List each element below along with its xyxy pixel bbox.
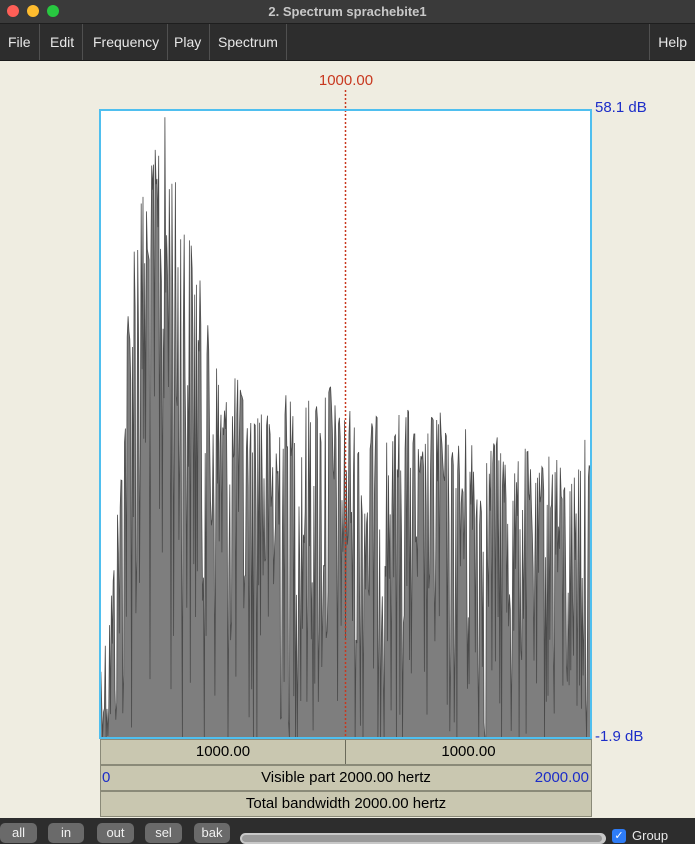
- zoom-all-button[interactable]: all: [0, 823, 37, 843]
- zoom-in-button[interactable]: in: [48, 823, 84, 843]
- group-checkbox[interactable]: ✓: [612, 829, 626, 843]
- total-bandwidth-label: Total bandwidth 2000.00 hertz: [245, 795, 447, 812]
- menu-edit[interactable]: Edit: [42, 24, 84, 60]
- cursor-intervals-bar: 1000.00 1000.00: [100, 739, 592, 765]
- visible-start: 0: [102, 769, 111, 786]
- window-title: 2. Spectrum sprachebite1: [268, 4, 427, 19]
- right-interval[interactable]: 1000.00: [441, 743, 496, 760]
- zoom-out-button[interactable]: out: [97, 823, 134, 843]
- cursor-frequency-label: 1000.00: [318, 72, 374, 89]
- db-max-label: 58.1 dB: [595, 99, 647, 116]
- menu-play[interactable]: Play: [166, 24, 211, 60]
- title-bar: 2. Spectrum sprachebite1: [0, 0, 695, 24]
- menu-spectrum[interactable]: Spectrum: [210, 24, 287, 60]
- menu-bar: File Edit Frequency Play Spectrum Help: [0, 24, 695, 61]
- zoom-selection-button[interactable]: sel: [145, 823, 182, 843]
- minimize-window-button[interactable]: [27, 5, 39, 17]
- menu-help[interactable]: Help: [649, 24, 695, 60]
- close-window-button[interactable]: [7, 5, 19, 17]
- menu-frequency[interactable]: Frequency: [85, 24, 169, 60]
- menu-file[interactable]: File: [0, 24, 40, 60]
- plot-frame: [99, 109, 592, 739]
- db-min-label: -1.9 dB: [595, 728, 644, 745]
- scrollbar-thumb[interactable]: [242, 835, 602, 842]
- spectrum-plot[interactable]: [0, 0, 695, 740]
- left-interval[interactable]: 1000.00: [101, 740, 346, 764]
- visible-part-bar[interactable]: 0 Visible part 2000.00 hertz 2000.00: [100, 765, 592, 791]
- horizontal-scrollbar[interactable]: [240, 833, 606, 844]
- group-label: Group: [632, 828, 669, 843]
- zoom-back-button[interactable]: bak: [194, 823, 230, 843]
- maximize-window-button[interactable]: [47, 5, 59, 17]
- visible-end: 2000.00: [534, 769, 589, 786]
- visible-part-label: Visible part 2000.00 hertz: [261, 769, 431, 786]
- total-bandwidth-bar[interactable]: Total bandwidth 2000.00 hertz: [100, 791, 592, 817]
